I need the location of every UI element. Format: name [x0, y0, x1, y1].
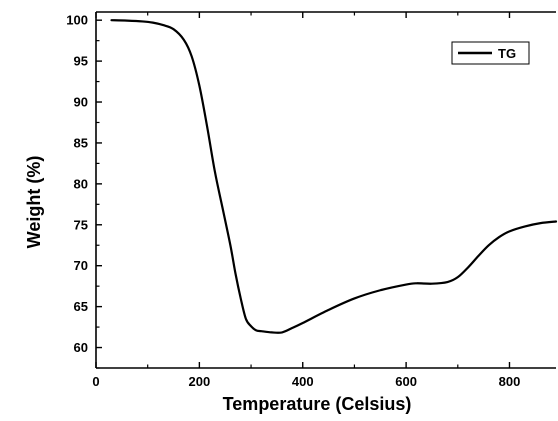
y-tick-label: 65: [74, 299, 88, 314]
y-axis-title: Weight (%): [24, 156, 44, 249]
x-axis-title: Temperature (Celsius): [223, 394, 412, 414]
x-tick-label: 200: [189, 374, 211, 389]
x-tick-label: 0: [92, 374, 99, 389]
x-tick-label: 400: [292, 374, 314, 389]
legend-label-tg: TG: [498, 46, 516, 61]
y-tick-label: 100: [66, 13, 88, 28]
x-tick-label: 800: [499, 374, 521, 389]
y-tick-label: 85: [74, 135, 88, 150]
y-tick-label: 95: [74, 54, 88, 69]
y-tick-label: 90: [74, 95, 88, 110]
series-line-tg: [110, 19, 558, 334]
y-tick-label: 80: [74, 176, 88, 191]
series-layer: [110, 19, 558, 334]
axes: [95, 11, 556, 369]
x-tick-label: 600: [395, 374, 417, 389]
y-tick-label: 75: [74, 217, 88, 232]
legend: TG: [451, 41, 530, 65]
ticks: 0 200 400 600 800 60 65 70 75 80 85 90 95 100: [66, 12, 520, 389]
y-tick-label: 70: [74, 258, 88, 273]
y-tick-label: 60: [74, 340, 88, 355]
